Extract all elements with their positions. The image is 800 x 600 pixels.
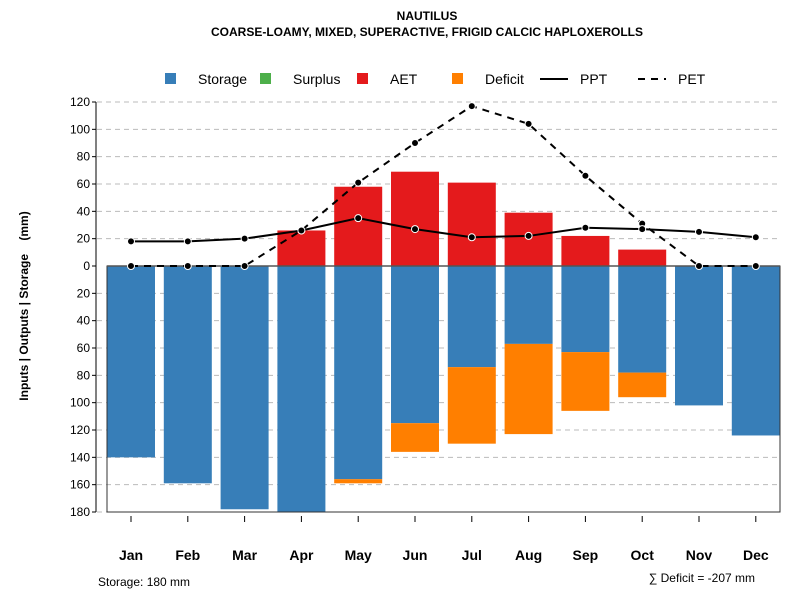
storage-bar — [618, 266, 667, 373]
aet-bar — [334, 186, 383, 266]
ppt-point — [354, 214, 363, 223]
ppt-point — [524, 231, 533, 240]
pet-point — [183, 262, 192, 270]
chart-title: NAUTILUS — [397, 9, 458, 23]
ppt-point — [467, 233, 476, 242]
ppt-point — [638, 225, 647, 234]
ppt-point — [127, 237, 135, 246]
legend-swatch-surplus — [260, 73, 271, 84]
x-tick-label: Dec — [743, 547, 769, 563]
ppt-point — [695, 227, 703, 236]
pet-line — [131, 105, 756, 267]
x-tick-label: Aug — [515, 547, 542, 563]
y-tick-label: 20 — [77, 286, 91, 300]
pet-point — [581, 171, 590, 180]
lines — [127, 102, 760, 270]
y-tick-label: 100 — [70, 122, 90, 136]
y-axis-label: Inputs | Outputs | Storage (mm) — [17, 211, 31, 400]
y-tick-label: 120 — [70, 423, 90, 437]
aet-bar — [561, 235, 610, 266]
ppt-point — [411, 225, 419, 234]
deficit-bar — [618, 372, 667, 398]
ppt-point — [240, 234, 249, 243]
aet-bar — [447, 182, 496, 266]
storage-bar — [447, 266, 496, 368]
pet-point — [695, 262, 703, 270]
bars — [106, 171, 781, 513]
storage-bar — [220, 266, 269, 510]
storage-bar — [675, 266, 723, 406]
pet-point — [354, 178, 363, 187]
deficit-bar — [391, 423, 439, 452]
ppt-point — [297, 226, 306, 235]
aet-bar — [618, 249, 667, 266]
storage-bar — [107, 266, 155, 458]
legend-label-pet: PET — [678, 71, 706, 87]
storage-bar — [277, 266, 326, 512]
ppt-line — [131, 217, 756, 243]
legend-swatch-aet — [357, 73, 368, 84]
y-tick-label: 60 — [77, 341, 91, 355]
y-tick-label: 0 — [83, 259, 90, 273]
pet-point — [411, 139, 419, 147]
y-tick-label: 40 — [77, 204, 91, 218]
storage-bar — [163, 266, 212, 484]
pet-point — [127, 262, 135, 270]
legend-label-aet: AET — [390, 71, 418, 87]
x-tick-label: Jun — [403, 547, 428, 563]
x-tick-label: Nov — [686, 547, 713, 563]
storage-bar — [561, 266, 610, 353]
y-tick-label: 20 — [77, 232, 91, 246]
ppt-point — [751, 233, 760, 242]
y-tick-label: 60 — [77, 177, 91, 191]
legend-label-ppt: PPT — [580, 71, 608, 87]
y-tick-label: 80 — [77, 150, 91, 164]
x-tick-label: Apr — [289, 547, 314, 563]
ppt-point — [581, 223, 590, 232]
legend-label-surplus: Surplus — [293, 71, 340, 87]
deficit-annotation: ∑ Deficit = -207 mm — [649, 571, 755, 585]
x-tick-label: Oct — [631, 547, 655, 563]
storage-bar — [731, 266, 780, 436]
x-tick-label: Jul — [462, 547, 482, 563]
storage-annotation: Storage: 180 mm — [98, 575, 190, 589]
chart-subtitle: COARSE-LOAMY, MIXED, SUPERACTIVE, FRIGID… — [211, 25, 643, 39]
pet-point — [240, 262, 249, 270]
storage-bar — [334, 266, 383, 480]
x-tick-label: Sep — [573, 547, 599, 563]
axes: 120 100 80 60 40 20 0 20 40 60 80 100 120 140 160 180 Ja… — [70, 95, 769, 563]
legend-swatch-storage — [165, 73, 176, 84]
deficit-bar — [504, 343, 553, 435]
x-tick-label: Mar — [232, 547, 257, 563]
y-tick-label: 40 — [77, 314, 91, 328]
ppt-point — [183, 237, 192, 246]
legend-label-storage: Storage — [198, 71, 247, 87]
y-tick-label: 180 — [70, 505, 90, 519]
storage-bar — [504, 266, 553, 344]
pet-point — [467, 102, 476, 111]
legend-label-deficit: Deficit — [485, 71, 524, 87]
y-tick-label: 140 — [70, 450, 90, 464]
pet-point — [524, 119, 533, 128]
deficit-bar — [447, 367, 496, 444]
legend: Storage Surplus AET Deficit PPT PET — [165, 71, 706, 87]
legend-swatch-deficit — [452, 73, 463, 84]
aet-bar — [277, 230, 326, 266]
x-tick-label: Feb — [175, 547, 200, 563]
y-tick-label: 80 — [77, 368, 91, 382]
storage-bar — [391, 266, 439, 424]
pet-point — [751, 262, 760, 270]
y-tick-label: 120 — [70, 95, 90, 109]
y-tick-label: 160 — [70, 478, 90, 492]
x-tick-label: Jan — [119, 547, 143, 563]
y-tick-label: 100 — [70, 396, 90, 410]
deficit-bar — [561, 352, 610, 411]
deficit-bar — [334, 479, 383, 484]
x-tick-label: May — [345, 547, 372, 563]
aet-bar — [391, 171, 439, 266]
